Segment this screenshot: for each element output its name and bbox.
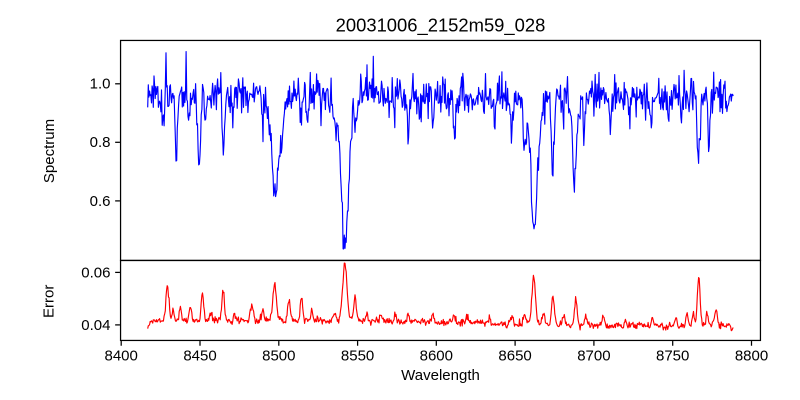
svg-text:8650: 8650 <box>498 348 531 365</box>
svg-text:8400: 8400 <box>105 348 138 365</box>
svg-text:Spectrum: Spectrum <box>41 119 58 183</box>
svg-text:0.6: 0.6 <box>90 193 111 210</box>
svg-text:1.0: 1.0 <box>90 76 111 93</box>
svg-text:8750: 8750 <box>656 348 689 365</box>
svg-text:0.06: 0.06 <box>81 264 110 281</box>
svg-text:8700: 8700 <box>577 348 610 365</box>
svg-text:8800: 8800 <box>735 348 768 365</box>
svg-text:0.8: 0.8 <box>90 134 111 151</box>
svg-text:0.04: 0.04 <box>81 317 110 334</box>
svg-text:8550: 8550 <box>341 348 374 365</box>
svg-text:Error: Error <box>40 285 57 318</box>
svg-text:8450: 8450 <box>183 348 216 365</box>
svg-text:8600: 8600 <box>420 348 453 365</box>
svg-text:8500: 8500 <box>262 348 295 365</box>
svg-text:20031006_2152m59_028: 20031006_2152m59_028 <box>336 15 546 37</box>
svg-text:Wavelength: Wavelength <box>401 367 480 384</box>
